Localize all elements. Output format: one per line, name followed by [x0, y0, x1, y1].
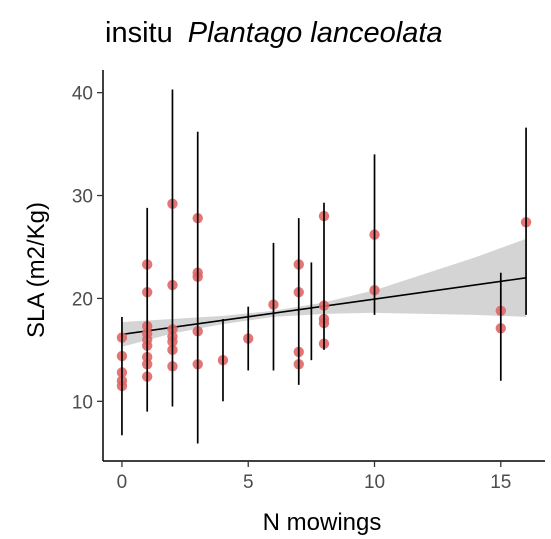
y-tick-label: 20: [72, 289, 93, 310]
x-tick-label: 5: [243, 472, 254, 493]
x-tick-label: 10: [364, 472, 385, 493]
tick-layer: 0 5 10 15 10 20 30 40: [72, 84, 512, 493]
y-tick-label: 30: [72, 187, 93, 208]
point-layer: [116, 198, 532, 392]
x-tick-label: 15: [490, 472, 511, 493]
axes: [102, 70, 545, 462]
chart-title-italic: Plantago lanceolata: [188, 17, 443, 49]
y-tick-label: 40: [72, 84, 93, 105]
y-axis-title: SLA (m2/Kg): [23, 202, 50, 338]
chart-title-plain: insitu: [105, 17, 173, 49]
y-tick-label: 10: [72, 392, 93, 413]
x-tick-label: 0: [117, 472, 128, 493]
chart-title: insitu Plantago lanceolata: [105, 17, 443, 49]
x-axis-title: N mowings: [263, 509, 382, 536]
error-bar-layer: [121, 89, 527, 444]
